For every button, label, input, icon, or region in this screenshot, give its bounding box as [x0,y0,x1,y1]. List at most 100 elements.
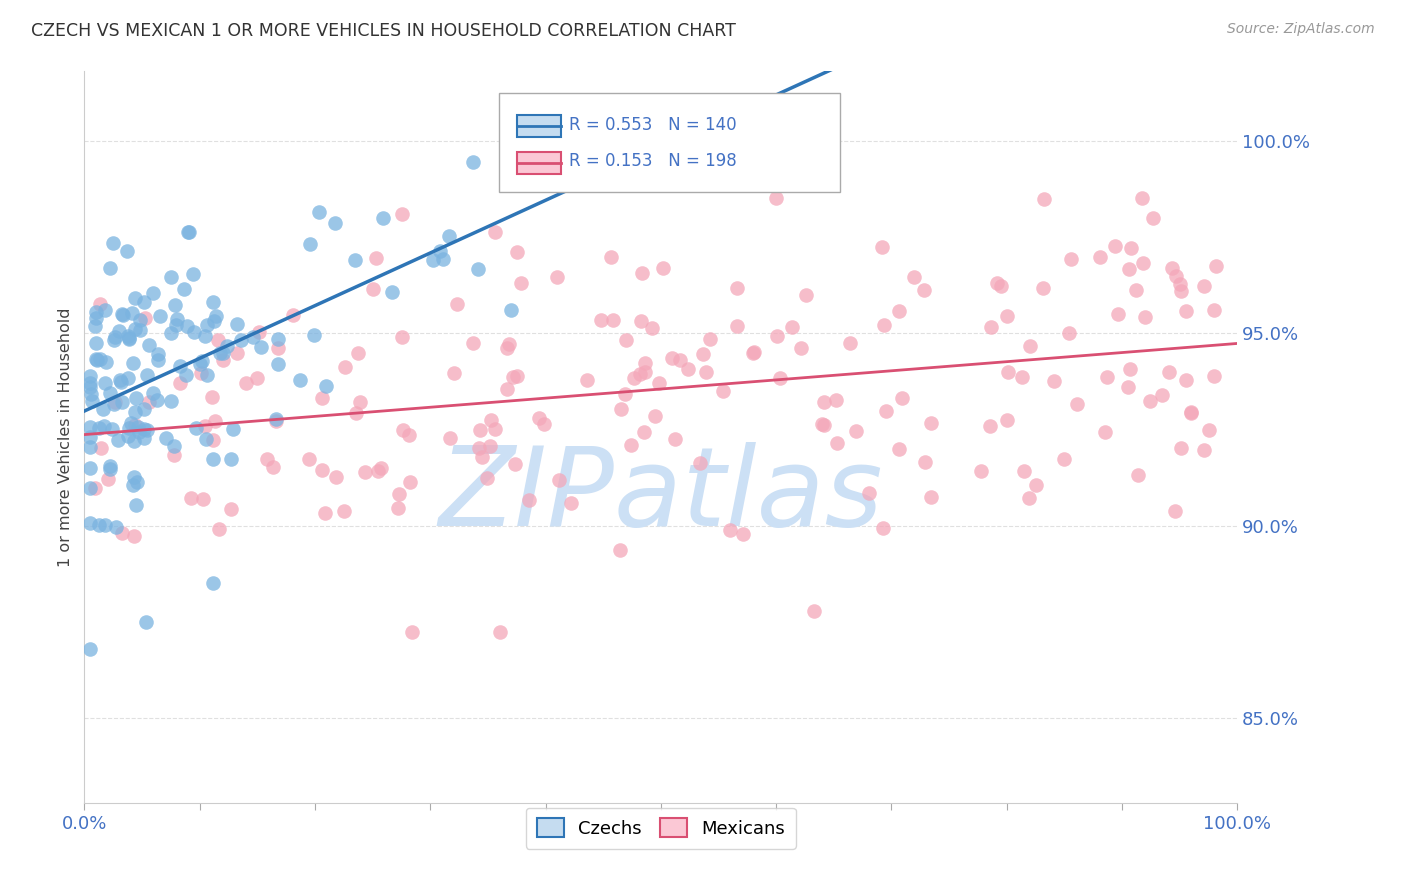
Point [104,330,127,344]
Point [669,353,692,368]
Point [201,390,224,404]
Point [870,240,893,254]
Point [575,372,598,386]
FancyBboxPatch shape [517,152,561,174]
Point [86,353,108,368]
Point [302,327,325,342]
Point [1132,256,1154,270]
Point [84,319,107,334]
FancyBboxPatch shape [499,94,839,192]
Point [325,470,347,484]
Point [101,422,124,436]
Point [845,424,868,438]
Point [225,318,247,332]
Point [997,365,1019,379]
Point [547,473,569,487]
Point [166,312,188,326]
Point [208,523,231,537]
Point [1174,304,1197,318]
Point [94,376,117,390]
Point [344,406,367,420]
Point [873,318,896,333]
Point [297,451,319,466]
Point [995,309,1018,323]
Point [80,387,103,401]
Point [111,308,134,322]
Point [134,402,156,417]
Point [501,303,523,318]
Point [858,486,880,500]
Point [1121,241,1143,255]
Point [484,422,506,436]
Point [221,502,243,516]
Point [813,394,835,409]
Point [162,439,184,453]
Point [219,452,242,467]
Point [231,333,253,347]
Point [768,371,790,385]
Point [84,336,107,351]
Point [1174,373,1197,387]
Point [1133,310,1156,324]
Point [353,465,375,479]
Point [103,396,125,410]
Point [194,418,217,433]
Point [1118,261,1140,276]
Point [388,487,411,501]
Point [79,641,101,656]
Point [90,442,112,456]
Point [1088,250,1111,264]
Point [920,416,942,430]
Point [98,461,121,475]
Point [194,329,217,343]
Point [990,279,1012,293]
Point [142,385,165,400]
Point [790,342,813,356]
Point [1180,404,1202,418]
Point [129,323,152,337]
Point [1126,468,1149,483]
Point [725,281,748,295]
Point [84,481,107,495]
Point [117,371,139,385]
Point [468,442,491,456]
Y-axis label: 1 or more Vehicles in Household: 1 or more Vehicles in Household [58,308,73,566]
Point [468,423,491,437]
Point [176,318,198,333]
Point [664,432,686,446]
Point [333,359,356,374]
Point [1019,339,1042,353]
Point [146,393,169,408]
Point [249,340,271,354]
Point [160,393,183,408]
Point [103,333,125,347]
Point [142,286,165,301]
Point [1170,441,1192,455]
Point [1202,302,1225,317]
Point [208,346,231,360]
Point [997,413,1019,427]
Point [1180,406,1202,420]
Point [614,333,637,347]
Point [1161,261,1184,276]
Point [623,371,645,385]
Point [610,402,633,417]
Point [986,276,1008,290]
Point [794,288,817,302]
Point [299,237,322,252]
Point [191,353,214,368]
Point [1150,388,1173,402]
Point [155,431,177,445]
Point [600,250,623,264]
Point [169,376,191,391]
Point [347,346,370,360]
Point [308,205,330,219]
Point [94,517,117,532]
Point [602,312,624,326]
Point [204,314,226,328]
Point [634,365,657,379]
Text: R = 0.553   N = 140: R = 0.553 N = 140 [568,116,737,134]
Point [401,625,423,640]
Point [148,353,170,368]
Point [177,226,200,240]
